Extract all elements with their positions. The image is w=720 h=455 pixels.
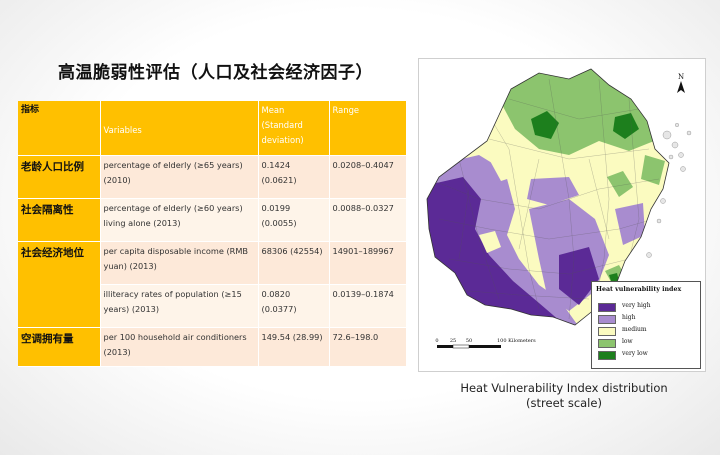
- map-graphic: N 0 25 50 100 Kilometers: [426, 68, 692, 349]
- mean-cell: 0.0199 (0.0055): [258, 198, 330, 242]
- map-legend: Heat vulnerability index very high high …: [591, 281, 701, 369]
- header-variable: Variables: [100, 101, 259, 156]
- range-cell: 14901–189967: [329, 241, 407, 285]
- header-factor: 指标: [18, 101, 101, 156]
- legend-label: very high: [622, 302, 651, 309]
- scale-bar: [437, 344, 501, 349]
- table-row: 老龄人口比例 percentage of elderly (≥65 years)…: [18, 155, 407, 199]
- north-label: N: [678, 73, 684, 81]
- scale-tick: 100 Kilometers: [497, 338, 536, 344]
- factor-cell: 老龄人口比例: [18, 155, 101, 199]
- caption-line: (street scale): [526, 396, 602, 410]
- legend-swatch: [598, 339, 616, 348]
- table-row: 社会隔离性 percentage of elderly (≥60 years) …: [18, 198, 407, 242]
- legend-label: medium: [622, 326, 647, 333]
- legend-item: low: [598, 338, 698, 348]
- scale-tick: 0: [435, 338, 438, 344]
- mean-cell: 68306 (42554): [258, 241, 330, 285]
- legend-swatch: [598, 315, 616, 324]
- province-outline: [426, 68, 670, 326]
- vulnerability-map: N 0 25 50 100 Kilometers Heat vulnerabil…: [418, 58, 706, 372]
- legend-item: medium: [598, 326, 698, 336]
- north-arrow-icon: [677, 81, 685, 93]
- scale-tick: 25: [450, 338, 456, 344]
- mean-cell: 0.1424 (0.0621): [258, 155, 330, 199]
- factor-cell: 空调拥有量: [18, 327, 101, 367]
- legend-swatch: [598, 351, 616, 360]
- header-mean: Mean (Standard deviation): [258, 101, 330, 156]
- table-row: 社会经济地位 per capita disposable income (RMB…: [18, 241, 407, 328]
- indicator-table: 指标 Variables Mean (Standard deviation) R…: [18, 101, 407, 367]
- map-caption: Heat Vulnerability Index distribution (s…: [430, 381, 698, 411]
- variable-cell: per capita disposable income (RMB yuan) …: [100, 241, 259, 285]
- scale-tick: 50: [466, 338, 472, 344]
- legend-item: high: [598, 314, 698, 324]
- mean-cell: 149.54 (28.99): [258, 327, 330, 367]
- table-row: illiteracy rates of population (≥15 year…: [18, 284, 407, 328]
- legend-swatch: [598, 327, 616, 336]
- legend-label: high: [622, 314, 636, 321]
- caption-line: Heat Vulnerability Index distribution: [460, 381, 668, 395]
- legend-title: Heat vulnerability index: [596, 286, 682, 293]
- table-row: 空调拥有量 per 100 household air conditioners…: [18, 327, 407, 367]
- range-cell: 0.0208–0.4047: [329, 155, 407, 199]
- legend-item: very high: [598, 302, 698, 312]
- variable-cell: illiteracy rates of population (≥15 year…: [100, 284, 259, 328]
- range-cell: 0.0088–0.0327: [329, 198, 407, 242]
- legend-item: very low: [598, 350, 698, 360]
- variable-cell: per 100 household air conditioners (2013…: [100, 327, 259, 367]
- header-range: Range: [329, 101, 407, 156]
- slide-title: 高温脆弱性评估（人口及社会经济因子）: [58, 63, 373, 83]
- legend-swatch: [598, 303, 616, 312]
- table-header-row: 指标 Variables Mean (Standard deviation) R…: [18, 101, 407, 156]
- range-cell: 0.0139–0.1874: [329, 284, 407, 328]
- mean-cell: 0.0820 (0.0377): [258, 284, 330, 328]
- variable-cell: percentage of elderly (≥60 years) living…: [100, 198, 259, 242]
- legend-label: low: [622, 338, 633, 345]
- variable-cell: percentage of elderly (≥65 years) (2010): [100, 155, 259, 199]
- factor-cell: 社会隔离性: [18, 198, 101, 242]
- factor-cell: 社会经济地位: [18, 241, 101, 328]
- range-cell: 72.6–198.0: [329, 327, 407, 367]
- district-boundaries: [428, 78, 660, 320]
- legend-label: very low: [622, 350, 648, 357]
